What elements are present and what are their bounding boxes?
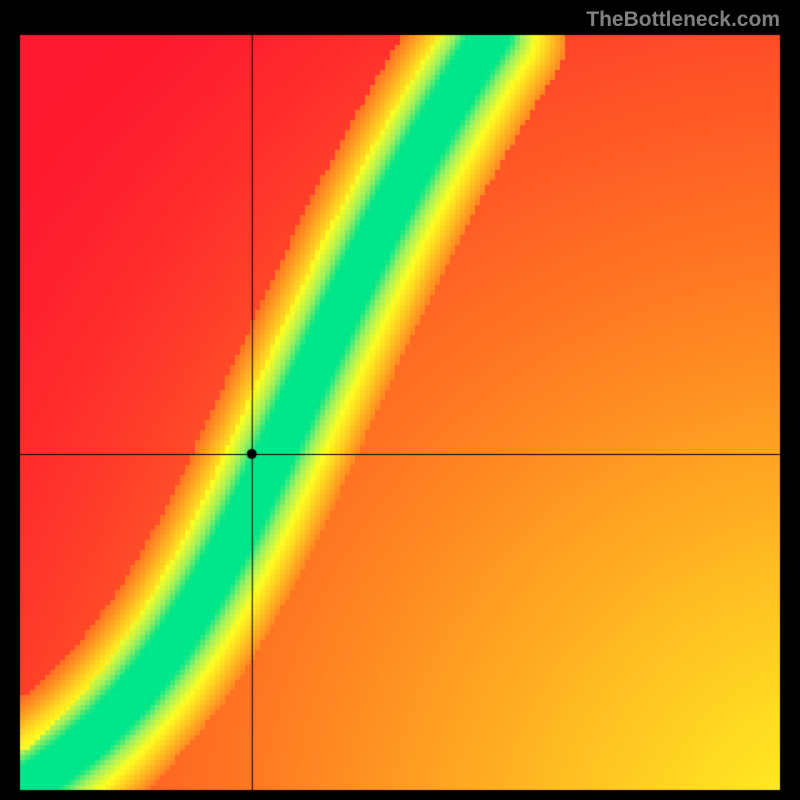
heatmap-canvas — [0, 0, 800, 800]
watermark-text: TheBottleneck.com — [586, 8, 780, 32]
chart-container: TheBottleneck.com — [0, 0, 800, 800]
